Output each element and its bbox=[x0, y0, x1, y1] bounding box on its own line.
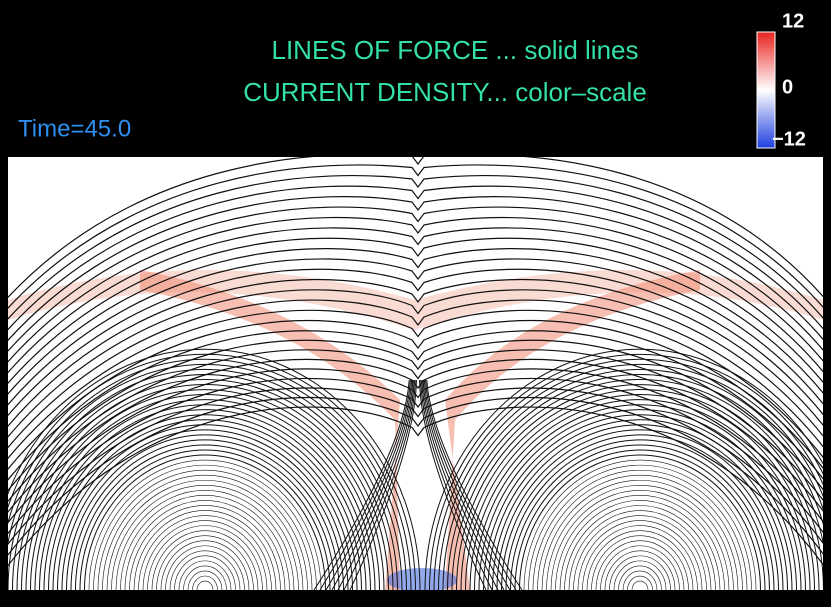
colorbar-label: 0 bbox=[782, 76, 793, 98]
title-line: CURRENT DENSITY... color–scale bbox=[243, 77, 647, 107]
simulation-frame: LINES OF FORCE ... solid lines CURRENT D… bbox=[0, 0, 831, 607]
title-line: LINES OF FORCE ... solid lines bbox=[272, 35, 639, 65]
colorbar-label: −12 bbox=[772, 128, 806, 150]
page: LINES OF FORCE ... solid lines CURRENT D… bbox=[0, 0, 831, 607]
colorbar-label: 12 bbox=[782, 10, 804, 32]
time-label: Time=45.0 bbox=[18, 115, 131, 142]
